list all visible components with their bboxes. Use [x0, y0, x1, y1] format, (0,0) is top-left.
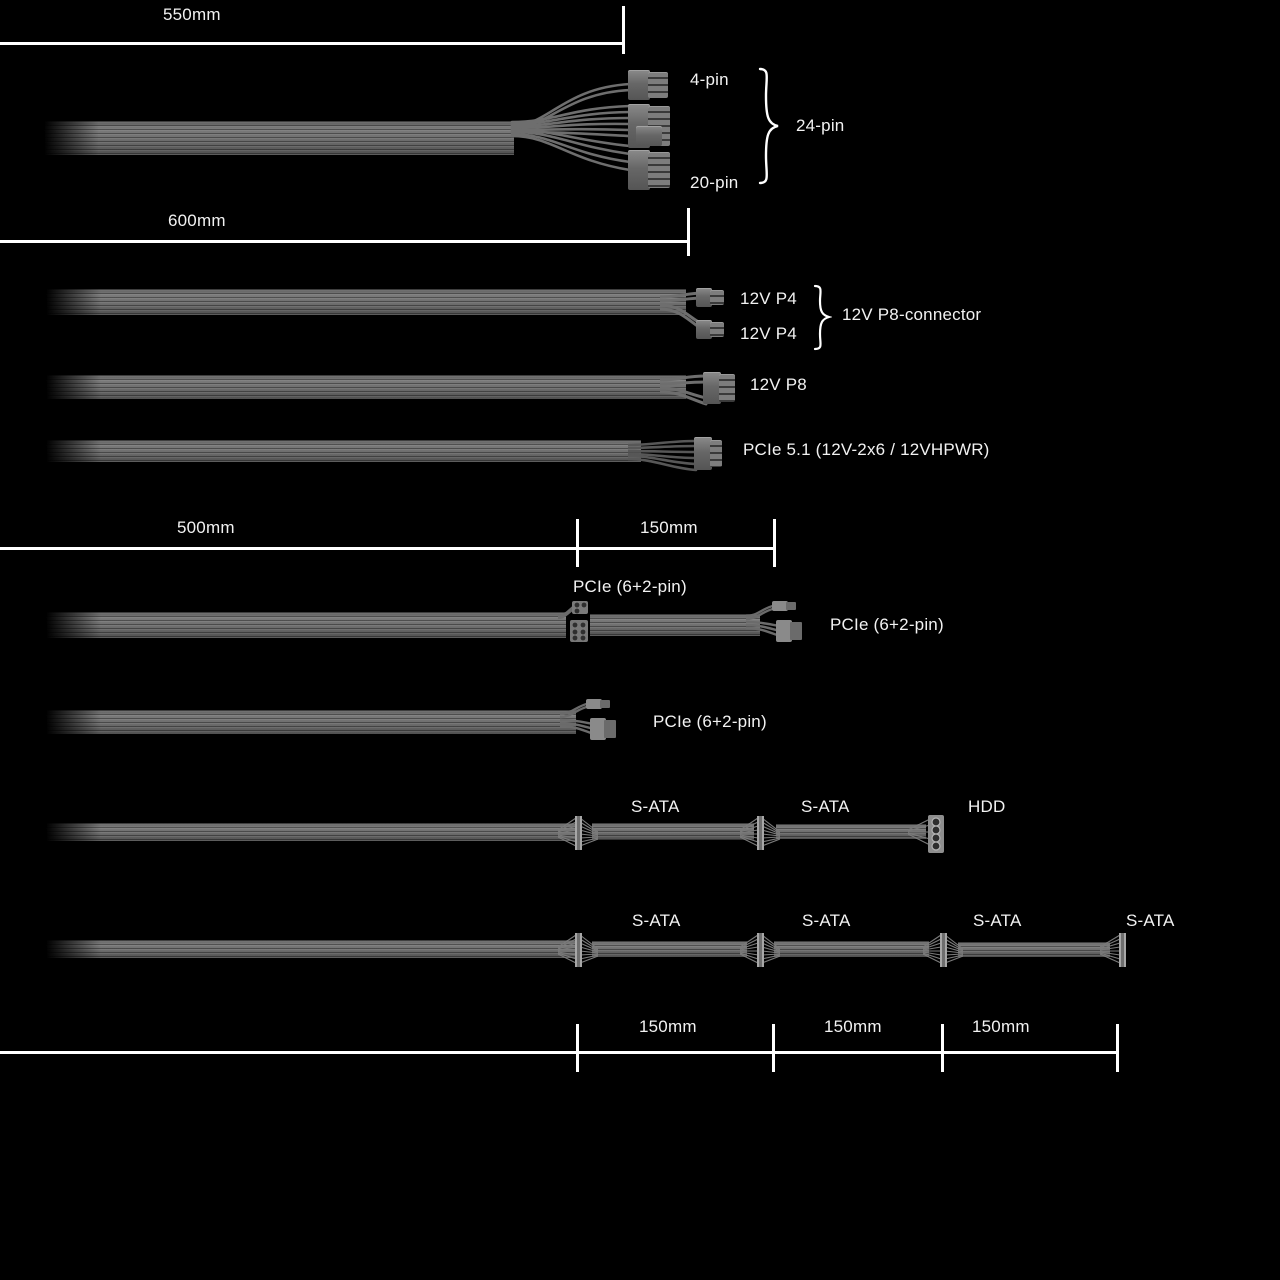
ribbon-pcie-dual-tail	[590, 614, 760, 636]
cable-atx-24pin	[44, 121, 514, 155]
label-pcie-62-b: PCIe (6+2-pin)	[830, 615, 944, 634]
fanout-atx	[508, 60, 638, 180]
ruler-550mm-label: 550mm	[163, 5, 221, 24]
label-12v-p4-top: 12V P4	[740, 289, 797, 308]
cable-sata-hdd-seg1	[46, 823, 576, 841]
ruler-150mm-top-end-tick	[773, 519, 776, 567]
brace-24pin	[756, 66, 782, 186]
connector-12vhpwr-body	[694, 437, 712, 470]
label-sata-2: S-ATA	[801, 797, 850, 816]
ruler-500mm-end-tick	[576, 519, 579, 567]
connector-12v-p4-top-pins	[710, 290, 724, 305]
label-12v-p4-bottom: 12V P4	[740, 324, 797, 343]
ruler-600mm-line	[0, 240, 690, 243]
ribbon-sata-hdd-seg1	[46, 823, 576, 841]
ruler-150mm-c-label: 150mm	[972, 1017, 1030, 1036]
label-sata-6: S-ATA	[1126, 911, 1175, 930]
ruler-500mm-line	[0, 547, 578, 550]
label-hdd: HDD	[968, 797, 1006, 816]
cable-sata-x4-seg4	[958, 942, 1110, 957]
connector-pcie-dual-mid	[556, 598, 596, 650]
connector-hdd-molex	[908, 810, 958, 858]
connector-12vhpwr-pins	[710, 440, 722, 467]
label-sata-1: S-ATA	[631, 797, 680, 816]
connector-20pin-latch	[636, 126, 662, 146]
ruler-550mm-end-tick	[622, 6, 625, 54]
fanout-pcie-dual-end	[746, 600, 806, 650]
ribbon-pcie-12vhpwr	[46, 440, 641, 462]
label-4-pin: 4-pin	[690, 70, 729, 89]
cable-sata-x4-seg3	[774, 941, 929, 957]
connector-20pin-lower-body	[628, 150, 650, 190]
label-pcie-62-c: PCIe (6+2-pin)	[653, 712, 767, 731]
connector-12v-p8-body	[703, 372, 721, 404]
ruler-bottom-tick-4	[1116, 1024, 1119, 1072]
label-pcie-62-a: PCIe (6+2-pin)	[573, 577, 687, 596]
label-12v-p8-connector: 12V P8-connector	[842, 305, 982, 324]
label-sata-3: S-ATA	[632, 911, 681, 930]
connector-sata-1	[558, 812, 598, 854]
cable-sata-hdd-seg2	[592, 823, 754, 840]
cable-eps-p8	[46, 375, 686, 399]
cable-sata-x4-seg1	[46, 940, 576, 958]
ribbon-sata-hdd-seg3	[776, 824, 926, 839]
fanout-pcie-single	[560, 696, 622, 748]
connector-20pin-lower-pins	[648, 152, 670, 188]
connector-4pin-body	[628, 70, 650, 100]
ruler-150mm-b-label: 150mm	[824, 1017, 882, 1036]
cable-pcie-dual-trunk	[46, 612, 566, 638]
cable-sata-hdd-seg3	[776, 824, 926, 839]
fanout-pcie-12vhpwr	[628, 434, 702, 486]
connector-sata-6	[1100, 929, 1134, 971]
cable-pcie-dual-tail	[590, 614, 760, 636]
ruler-550mm-line	[0, 42, 625, 45]
cable-pcie-12vhpwr	[46, 440, 641, 462]
connector-sata-4	[740, 929, 780, 971]
cable-pcie-single	[46, 710, 576, 734]
ribbon-pcie-single	[46, 710, 576, 734]
connector-sata-2	[740, 812, 780, 854]
connector-sata-3	[558, 929, 598, 971]
ribbon-sata-x4-seg3	[774, 941, 929, 957]
ruler-bottom-tick-2	[772, 1024, 775, 1072]
connector-4pin-pins	[648, 72, 668, 98]
connector-12v-p4-bottom-body	[696, 320, 712, 339]
label-sata-5: S-ATA	[973, 911, 1022, 930]
connector-sata-5	[923, 929, 963, 971]
ribbon-sata-x4-seg4	[958, 942, 1110, 957]
ruler-600mm-end-tick	[687, 208, 690, 256]
ruler-150mm-a-label: 150mm	[639, 1017, 697, 1036]
label-sata-4: S-ATA	[802, 911, 851, 930]
brace-12v-p8-connector	[812, 284, 832, 352]
ribbon-eps-p4x2	[46, 289, 686, 315]
ruler-600mm-label: 600mm	[168, 211, 226, 230]
ribbon-sata-x4-seg1	[46, 940, 576, 958]
ruler-bottom-tick-3	[941, 1024, 944, 1072]
connector-12v-p4-top-body	[696, 288, 712, 307]
fanout-eps-p8	[660, 370, 716, 416]
ruler-bottom-line	[0, 1051, 1118, 1054]
ribbon-sata-hdd-seg2	[592, 823, 754, 840]
ruler-150mm-top-line	[576, 547, 776, 550]
ribbon-eps-p8	[46, 375, 686, 399]
ruler-150mm-top-label: 150mm	[640, 518, 698, 537]
label-pcie-51: PCIe 5.1 (12V-2x6 / 12VHPWR)	[743, 440, 990, 459]
label-12v-p8: 12V P8	[750, 375, 807, 394]
ribbon-sata-x4-seg2	[592, 941, 747, 957]
connector-12v-p8-pins	[719, 374, 735, 402]
connector-12v-p4-bottom-pins	[710, 322, 724, 337]
ruler-bottom-tick-1	[576, 1024, 579, 1072]
ribbon-pcie-dual-trunk	[46, 612, 566, 638]
label-20-pin: 20-pin	[690, 173, 739, 192]
cable-eps-p4x2	[46, 289, 686, 315]
label-24-pin: 24-pin	[796, 116, 845, 135]
ruler-500mm-label: 500mm	[177, 518, 235, 537]
cable-sata-x4-seg2	[592, 941, 747, 957]
ribbon-atx	[44, 121, 514, 155]
